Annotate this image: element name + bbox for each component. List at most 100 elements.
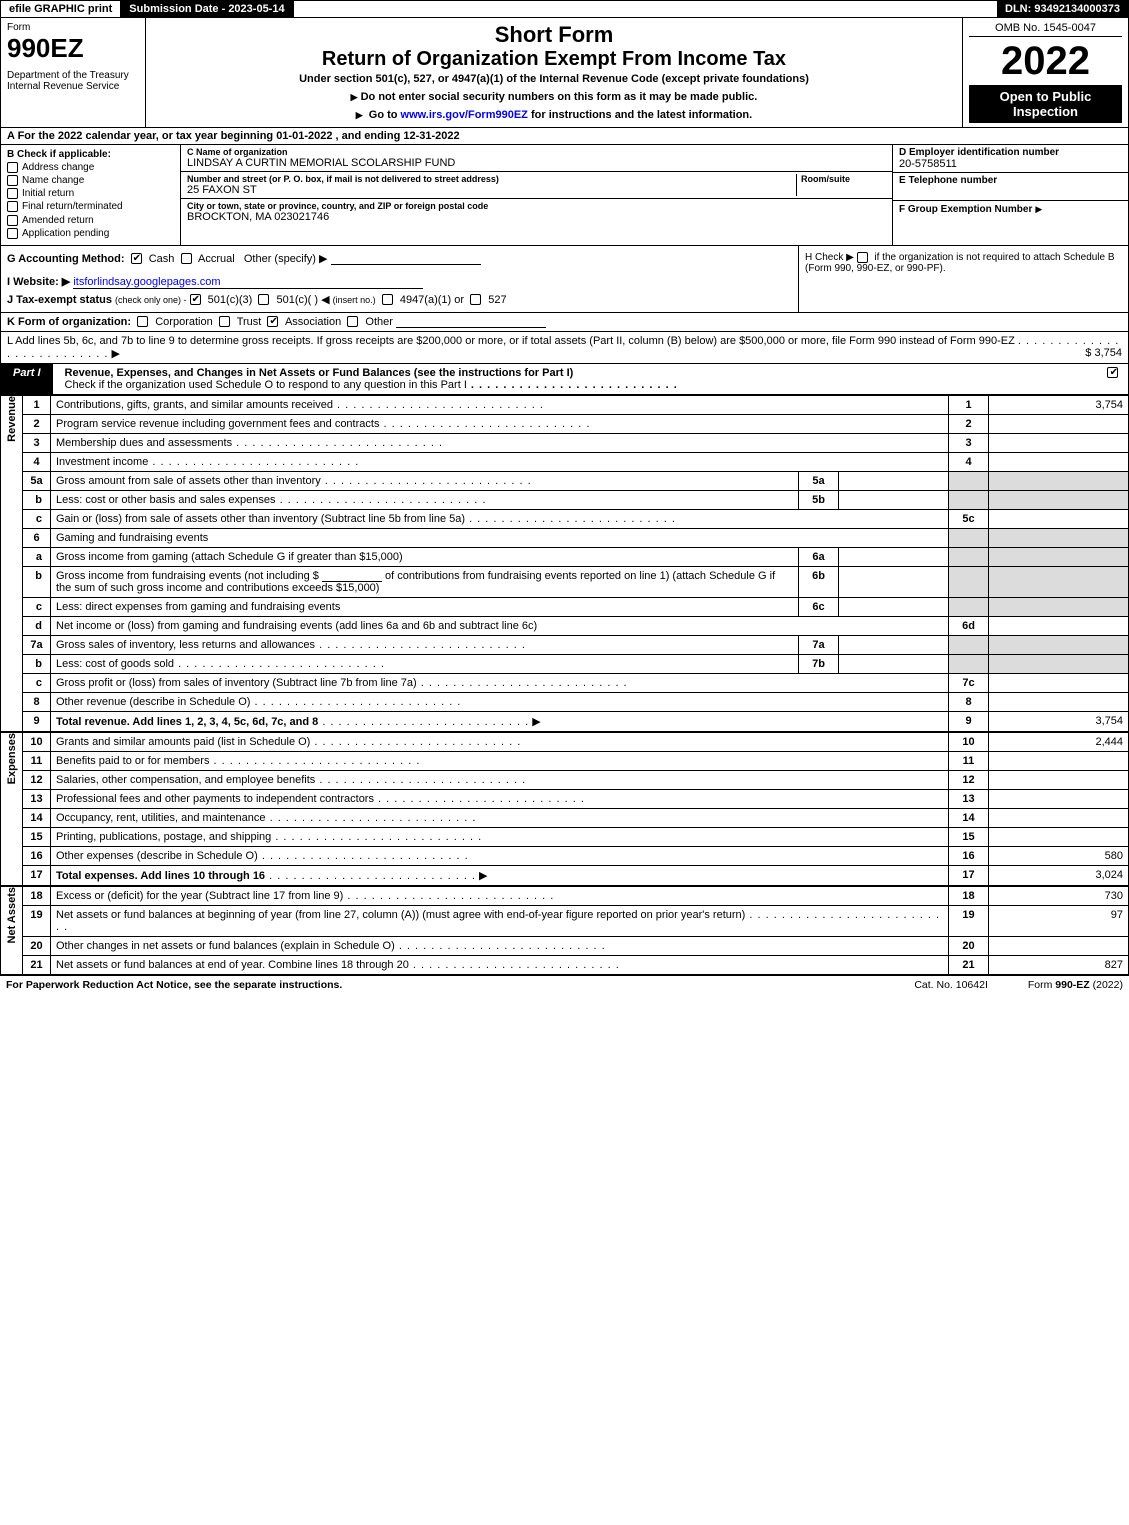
i-label: I Website: ▶ xyxy=(7,276,70,288)
org-street: 25 FAXON ST xyxy=(187,184,796,196)
k-label: K Form of organization: xyxy=(7,316,131,328)
chk-501c3[interactable] xyxy=(190,294,201,305)
line-4: 4Investment income4 xyxy=(23,452,1129,471)
expenses-section: Expenses 10Grants and similar amounts pa… xyxy=(0,732,1129,886)
page-footer: For Paperwork Reduction Act Notice, see … xyxy=(0,975,1129,994)
row-gh: G Accounting Method: Cash Accrual Other … xyxy=(0,246,1129,313)
line-9: 9Total revenue. Add lines 1, 2, 3, 4, 5c… xyxy=(23,711,1129,731)
j-label: J Tax-exempt status xyxy=(7,294,112,306)
g-label: G Accounting Method: xyxy=(7,253,125,265)
arrow-icon xyxy=(1035,203,1045,215)
tax-year: 2022 xyxy=(969,41,1122,81)
submission-date: Submission Date - 2023-05-14 xyxy=(121,1,293,17)
line-7b: bLess: cost of goods sold7b xyxy=(23,654,1129,673)
chk-schedule-o[interactable] xyxy=(1107,367,1118,378)
chk-corp[interactable] xyxy=(137,316,148,327)
line-6: 6Gaming and fundraising events xyxy=(23,528,1129,547)
form-number: 990EZ xyxy=(7,33,139,64)
line-11: 11Benefits paid to or for members11 xyxy=(23,751,1129,770)
chk-initial-return[interactable]: Initial return xyxy=(7,188,174,199)
col-b: B Check if applicable: Address change Na… xyxy=(1,145,181,245)
chk-application-pending[interactable]: Application pending xyxy=(7,228,174,239)
cat-no: Cat. No. 10642I xyxy=(914,979,988,991)
line-10: 10Grants and similar amounts paid (list … xyxy=(23,732,1129,751)
chk-schedule-b[interactable] xyxy=(857,252,868,263)
l-text: L Add lines 5b, 6c, and 7b to line 9 to … xyxy=(7,335,1015,347)
org-city: BROCKTON, MA 023021746 xyxy=(187,211,886,223)
side-netassets: Net Assets xyxy=(6,887,18,943)
other-specify-field[interactable] xyxy=(331,253,481,265)
chk-amended-return[interactable]: Amended return xyxy=(7,215,174,226)
irs-link[interactable]: www.irs.gov/Form990EZ xyxy=(401,109,528,121)
line-19: 19Net assets or fund balances at beginni… xyxy=(23,905,1129,936)
chk-other-org[interactable] xyxy=(347,316,358,327)
chk-accrual[interactable] xyxy=(181,253,192,264)
line-6a: aGross income from gaming (attach Schedu… xyxy=(23,547,1129,566)
chk-cash[interactable] xyxy=(131,253,142,264)
return-title: Return of Organization Exempt From Incom… xyxy=(154,48,954,71)
line-1: 1Contributions, gifts, grants, and simil… xyxy=(23,395,1129,414)
short-form-title: Short Form xyxy=(154,22,954,48)
part1-sub: Check if the organization used Schedule … xyxy=(65,379,467,391)
line-20: 20Other changes in net assets or fund ba… xyxy=(23,936,1129,955)
website-link[interactable]: itsforlindsay.googlepages.com xyxy=(73,276,423,289)
room-label: Room/suite xyxy=(801,174,886,184)
form-word: Form xyxy=(7,22,139,33)
line-7a: 7aGross sales of inventory, less returns… xyxy=(23,635,1129,654)
line-18: 18Excess or (deficit) for the year (Subt… xyxy=(23,886,1129,905)
ein: 20-5758511 xyxy=(899,158,1122,170)
col-b-title: B Check if applicable: xyxy=(7,149,174,160)
paperwork-notice: For Paperwork Reduction Act Notice, see … xyxy=(6,979,874,991)
line-13: 13Professional fees and other payments t… xyxy=(23,789,1129,808)
dln: DLN: 93492134000373 xyxy=(997,1,1128,17)
chk-trust[interactable] xyxy=(219,316,230,327)
col-def: D Employer identification number 20-5758… xyxy=(893,145,1128,245)
chk-527[interactable] xyxy=(470,294,481,305)
row-k: K Form of organization: Corporation Trus… xyxy=(0,313,1129,332)
side-expenses: Expenses xyxy=(6,733,18,784)
row-a-period: A For the 2022 calendar year, or tax yea… xyxy=(0,128,1129,145)
line-5c: cGain or (loss) from sale of assets othe… xyxy=(23,509,1129,528)
c-city-label: City or town, state or province, country… xyxy=(187,201,886,211)
line-12: 12Salaries, other compensation, and empl… xyxy=(23,770,1129,789)
line-21: 21Net assets or fund balances at end of … xyxy=(23,955,1129,974)
line-8: 8Other revenue (describe in Schedule O)8 xyxy=(23,692,1129,711)
chk-4947[interactable] xyxy=(382,294,393,305)
line-2: 2Program service revenue including gover… xyxy=(23,414,1129,433)
h-text1: H Check ▶ xyxy=(805,252,854,263)
row-l: L Add lines 5b, 6c, and 7b to line 9 to … xyxy=(0,332,1129,364)
chk-association[interactable] xyxy=(267,316,278,327)
revenue-section: Revenue 1Contributions, gifts, grants, a… xyxy=(0,395,1129,732)
netassets-section: Net Assets 18Excess or (deficit) for the… xyxy=(0,886,1129,975)
line-3: 3Membership dues and assessments3 xyxy=(23,433,1129,452)
part1-tab: Part I xyxy=(1,364,53,394)
line-15: 15Printing, publications, postage, and s… xyxy=(23,827,1129,846)
line-14: 14Occupancy, rent, utilities, and mainte… xyxy=(23,808,1129,827)
chk-final-return[interactable]: Final return/terminated xyxy=(7,201,174,212)
part1-title: Revenue, Expenses, and Changes in Net As… xyxy=(65,367,574,379)
side-revenue: Revenue xyxy=(6,396,18,442)
chk-name-change[interactable]: Name change xyxy=(7,175,174,186)
line-7c: cGross profit or (loss) from sales of in… xyxy=(23,673,1129,692)
d-label: D Employer identification number xyxy=(899,147,1122,158)
line-16: 16Other expenses (describe in Schedule O… xyxy=(23,846,1129,865)
other-org-field[interactable] xyxy=(396,316,546,328)
instr-goto: Go to www.irs.gov/Form990EZ for instruct… xyxy=(154,109,954,121)
gross-receipts: $ 3,754 xyxy=(1085,347,1122,359)
part1-header: Part I Revenue, Expenses, and Changes in… xyxy=(0,364,1129,395)
form-ref: Form 990-EZ (2022) xyxy=(1028,979,1123,991)
instr-ssn: Do not enter social security numbers on … xyxy=(154,91,954,103)
top-bar: efile GRAPHIC print Submission Date - 20… xyxy=(0,0,1129,18)
c-name-label: C Name of organization xyxy=(187,147,886,157)
chk-501c[interactable] xyxy=(258,294,269,305)
efile-label[interactable]: efile GRAPHIC print xyxy=(1,1,121,17)
line-5b: bLess: cost or other basis and sales exp… xyxy=(23,490,1129,509)
line-17: 17Total expenses. Add lines 10 through 1… xyxy=(23,865,1129,885)
form-header: Form 990EZ Department of the Treasury In… xyxy=(0,18,1129,128)
open-public: Open to Public Inspection xyxy=(969,85,1122,123)
c-addr-label: Number and street (or P. O. box, if mail… xyxy=(187,174,796,184)
line-6b: bGross income from fundraising events (n… xyxy=(23,566,1129,597)
f-label: F Group Exemption Number xyxy=(899,204,1032,215)
section-bcde: B Check if applicable: Address change Na… xyxy=(0,145,1129,246)
chk-address-change[interactable]: Address change xyxy=(7,162,174,173)
